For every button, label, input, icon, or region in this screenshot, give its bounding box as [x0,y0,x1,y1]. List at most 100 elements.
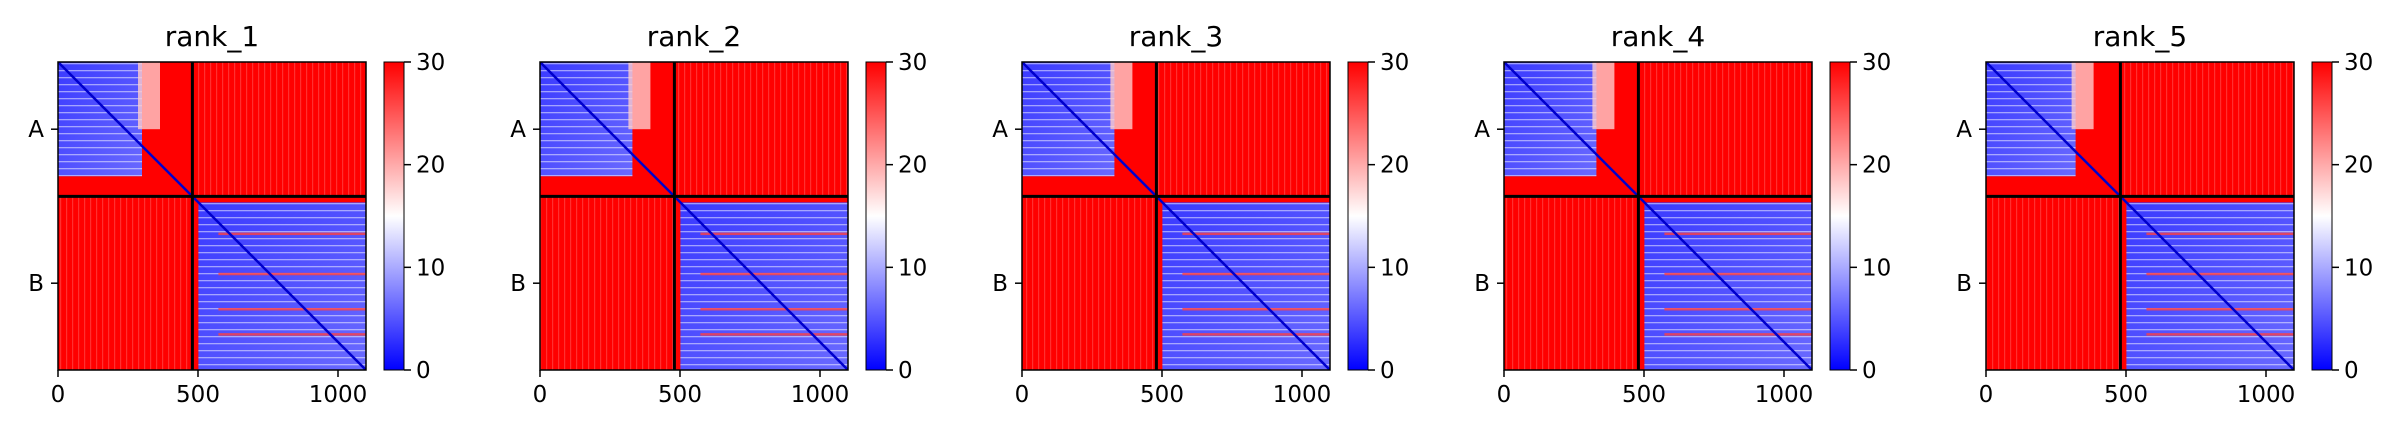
streak-B-1 [1664,272,1812,276]
panel-title: rank_5 [2093,20,2187,53]
heatmap-diagonal [58,62,366,370]
heatmap-body [1504,62,1812,370]
streak-B-0 [700,232,848,236]
y-tick-label-B: B [28,271,44,297]
streak-B-1 [2146,272,2294,276]
block-A-edge [2071,62,2094,130]
x-tick-label-2: 1000 [309,382,368,408]
heatmap-panel-3: rank_3 A B 0 500 1000 0 10 20 30 [992,20,1409,408]
heatmap-body [1986,62,2294,370]
stripes-AB [2120,62,2294,197]
stripes-BA [1504,196,1639,370]
x-tick-label-0: 0 [51,382,66,408]
stripes-BA [1986,196,2121,370]
colorbar-tick-label-3: 30 [898,50,927,76]
streak-B-0 [1182,232,1330,236]
colorbar-tick-label-0: 0 [2344,358,2359,384]
colorbar-tick-label-2: 20 [1862,153,1891,179]
colorbar-tick-label-0: 0 [416,358,431,384]
heatmap-body [58,62,366,370]
stripes-BA [540,196,675,370]
colorbar-tick-label-3: 30 [1380,50,1409,76]
streak-B-1 [700,272,848,276]
streak-B-2 [1182,307,1330,311]
block-A-edge [138,62,160,130]
y-tick-label-A: A [1474,117,1490,143]
heatmap-frame [539,61,849,371]
heatmap-body [1022,62,1330,370]
block-A-stripes [1022,62,1115,177]
x-tick-label-1: 500 [1622,382,1666,408]
streak-B-0 [1664,232,1812,236]
y-tick-label-A: A [992,117,1008,143]
stripes-AB [192,62,366,197]
stripes-AB [1156,62,1330,197]
stripes-AB [674,62,848,197]
y-tick-label-B: B [1956,271,1972,297]
x-tick-label-0: 0 [1497,382,1512,408]
panel-title: rank_2 [647,20,741,53]
x-tick-label-0: 0 [1015,382,1030,408]
streak-B-0 [2146,232,2294,236]
y-tick-label-A: A [28,117,44,143]
streak-B-2 [2146,307,2294,311]
block-A-stripes [58,62,142,177]
colorbar-tick-label-1: 10 [2344,255,2373,281]
block-A-edge [1110,62,1133,130]
colorbar-tick-label-0: 0 [1862,358,1877,384]
colorbar [865,61,887,371]
stripes-BA [58,196,193,370]
colorbar [1347,61,1369,371]
x-tick-label-2: 1000 [1755,382,1814,408]
heatmap-frame [1503,61,1813,371]
colorbar-tick-label-1: 10 [416,255,445,281]
colorbar-tick-label-3: 30 [2344,50,2373,76]
heatmap-panel-5: rank_5 A B 0 500 1000 0 10 20 30 [1956,20,2373,408]
colorbar-tick-label-0: 0 [898,358,913,384]
block-A-edge [628,62,651,130]
x-tick-label-1: 500 [658,382,702,408]
x-tick-label-1: 500 [2104,382,2148,408]
streak-B-2 [218,307,366,311]
heatmap-panel-2: rank_2 A B 0 500 1000 0 10 20 30 [510,20,927,408]
heatmap-body [540,62,848,370]
x-tick-label-0: 0 [1979,382,1994,408]
heatmap-diagonal [1504,62,1812,370]
block-A-edge [1592,62,1615,130]
panel-title: rank_4 [1611,20,1705,53]
block-A-stripes [1504,62,1597,177]
x-tick-label-1: 500 [1140,382,1184,408]
heatmap-diagonal [540,62,848,370]
colorbar [383,61,405,371]
block-A-stripes [540,62,633,177]
heatmap-diagonal [1022,62,1330,370]
streak-B-3 [1664,333,1812,336]
colorbar-tick-label-2: 20 [898,153,927,179]
colorbar-tick-label-2: 20 [2344,153,2373,179]
stripes-BA [1022,196,1157,370]
streak-B-1 [218,272,366,276]
x-tick-label-1: 500 [176,382,220,408]
streak-B-3 [218,333,366,336]
block-A-stripes [1986,62,2076,177]
colorbar-tick-label-1: 10 [1862,255,1891,281]
colorbar [2311,61,2333,371]
colorbar-tick-label-3: 30 [416,50,445,76]
streak-B-3 [2146,333,2294,336]
x-tick-label-2: 1000 [1273,382,1332,408]
x-tick-label-2: 1000 [791,382,850,408]
y-tick-label-A: A [510,117,526,143]
y-tick-label-B: B [1474,271,1490,297]
panel-title: rank_1 [165,20,259,53]
x-tick-label-2: 1000 [2237,382,2296,408]
colorbar-tick-label-0: 0 [1380,358,1395,384]
panel-title: rank_3 [1129,20,1223,53]
streak-B-0 [218,232,366,236]
heatmap-panel-4: rank_4 A B 0 500 1000 0 10 20 30 [1474,20,1891,408]
colorbar-tick-label-1: 10 [1380,255,1409,281]
heatmap-frame [1985,61,2295,371]
streak-B-3 [700,333,848,336]
colorbar [1829,61,1851,371]
heatmap-frame [1021,61,1331,371]
